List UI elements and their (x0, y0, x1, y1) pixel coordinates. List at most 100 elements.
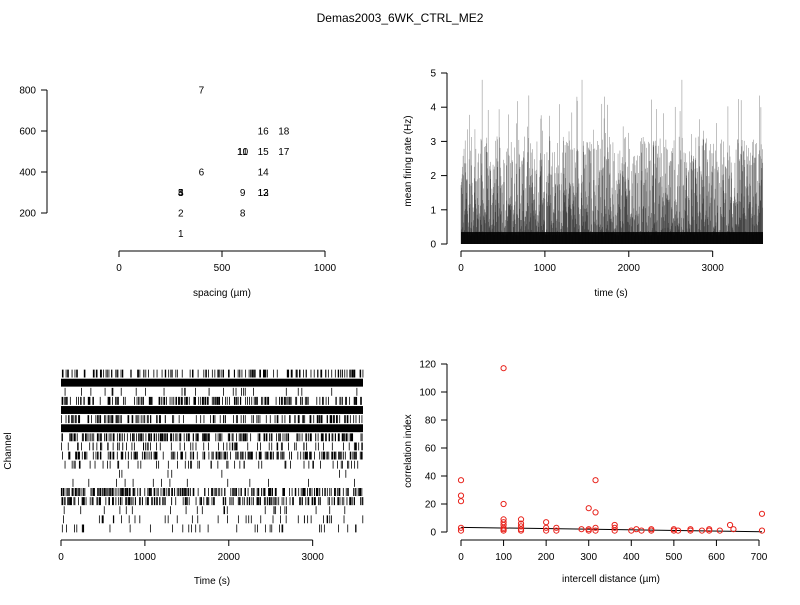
layout-y-tick-label: 400 (19, 168, 36, 179)
corr-x-tick-label: 600 (708, 552, 725, 563)
corr-x-tick-label: 0 (458, 552, 464, 563)
raster-spikes (61, 433, 363, 442)
raster-channel-row (61, 415, 363, 424)
corr-point (585, 505, 592, 512)
raster-spikes (61, 415, 363, 424)
raster-spikes (119, 469, 347, 478)
raster-dense-row (61, 424, 363, 433)
electrode-label: 15 (258, 147, 270, 158)
corr-point (517, 523, 525, 530)
correlation-xlabel: intercell distance (µm) (562, 574, 660, 585)
raster-x-tick-label: 3000 (302, 552, 325, 563)
raster-spikes (63, 515, 364, 524)
electrode-label: 12 (258, 188, 270, 199)
corr-point (500, 527, 507, 534)
raster-channel-row (61, 524, 357, 533)
electrode-label: 18 (278, 127, 290, 138)
rate-y-tick-label: 3 (430, 137, 436, 148)
electrode-label: 10 (237, 147, 249, 158)
raster-channel-row (61, 433, 363, 442)
corr-point (553, 524, 560, 531)
corr-point (553, 527, 560, 534)
rate-y-tick-label: 5 (430, 69, 436, 80)
corr-y-tick-label: 60 (425, 444, 437, 455)
correlation-panel: intercell distance (µm) correlation inde… (403, 360, 768, 586)
corr-point (633, 526, 640, 533)
raster-channel-row (61, 497, 364, 506)
firing-rate-panel: time (s) mean firing rate (Hz) 0 1000 2000… (403, 69, 763, 299)
corr-point (585, 527, 592, 534)
firing-rate-xlabel: time (s) (594, 288, 627, 299)
raster-channel-row (61, 369, 364, 378)
raster-spikes (63, 506, 346, 515)
electrode-label: 9 (240, 188, 246, 199)
corr-point (592, 524, 599, 531)
corr-point (628, 527, 635, 534)
corr-point (592, 477, 599, 484)
corr-point (578, 526, 585, 533)
rate-x-tick-label: 1000 (534, 263, 557, 274)
rate-trace (460, 79, 763, 244)
raster-x-tick-label: 0 (58, 552, 64, 563)
layout-x-tick-label: 0 (116, 263, 122, 274)
corr-x-tick-label: 100 (495, 552, 512, 563)
corr-point (611, 527, 618, 534)
corr-point (648, 527, 655, 534)
raster-channel-row (119, 469, 347, 478)
raster-x-tick-label: 2000 (218, 552, 241, 563)
corr-point (638, 527, 645, 534)
raster-channel-row (72, 478, 355, 487)
electrode-label: 13 (258, 188, 270, 199)
raster-dense-row (61, 406, 363, 414)
corr-point (543, 524, 550, 531)
electrode-label: 6 (199, 168, 205, 179)
corr-point (457, 477, 465, 484)
raster-channel-row (60, 488, 363, 496)
electrode-label: 5 (178, 188, 184, 199)
corr-x-tick-label: 200 (538, 552, 555, 563)
corr-x-tick-label: 500 (666, 552, 683, 563)
corr-point (675, 527, 682, 534)
electrode-layout-xlabel: spacing (µm) (193, 288, 251, 299)
corr-y-tick-label: 100 (419, 388, 436, 399)
corr-y-tick-label: 80 (425, 416, 437, 427)
corr-y-tick-label: 20 (425, 500, 437, 511)
electrode-layout-panel: spacing (µm) 0 500 10002004006008001234567… (19, 86, 336, 300)
layout-y-tick-label: 200 (19, 209, 36, 220)
figure-title: Demas2003_6WK_CTRL_ME2 (317, 11, 484, 25)
corr-point (543, 519, 550, 526)
corr-y-tick-label: 40 (425, 472, 437, 483)
corr-point (758, 527, 766, 534)
raster-spikes (61, 369, 364, 378)
rate-baseline-band (461, 232, 763, 244)
raster-panel: Time (s) Channel 0 1000 2000 3000 (3, 369, 364, 587)
corr-y-tick-label: 0 (430, 528, 436, 539)
rate-y-tick-label: 4 (430, 103, 436, 114)
corr-point (500, 500, 507, 508)
corr-point (670, 527, 677, 534)
raster-spikes (60, 488, 363, 496)
raster-spikes (72, 478, 355, 487)
electrode-label: 16 (258, 127, 270, 138)
corr-point (592, 527, 599, 534)
layout-x-tick-label: 500 (214, 263, 231, 274)
corr-point (457, 524, 465, 531)
electrode-label: 8 (240, 209, 246, 220)
electrode-label: 14 (258, 168, 270, 179)
corr-x-tick-label: 700 (751, 552, 768, 563)
raster-spikes (61, 497, 364, 506)
raster-spikes (64, 460, 359, 469)
raster-spikes (61, 442, 363, 451)
corr-point (517, 516, 525, 523)
raster-channel-row (61, 442, 363, 451)
rate-x-tick-label: 3000 (702, 263, 725, 274)
rate-x-tick-label: 0 (458, 263, 464, 274)
corr-point (687, 526, 694, 533)
raster-spikes (64, 387, 358, 396)
corr-point (706, 526, 713, 533)
corr-point (716, 527, 723, 534)
rate-y-tick-label: 1 (430, 205, 436, 216)
layout-y-tick-label: 800 (19, 86, 36, 97)
raster-channel-row (61, 406, 363, 414)
